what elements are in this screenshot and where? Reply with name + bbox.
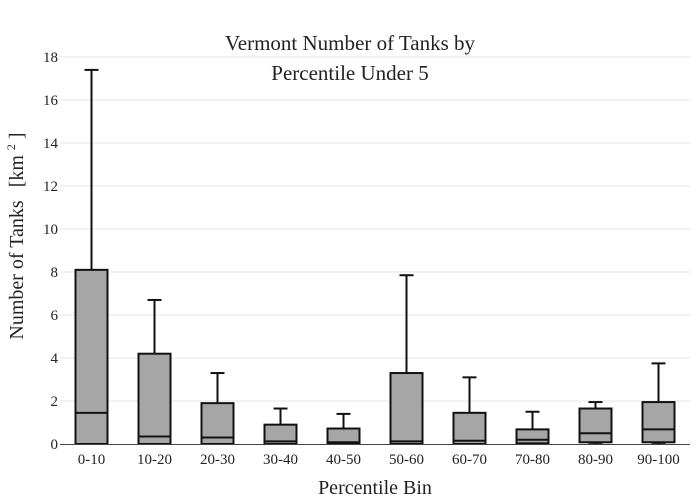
y-axis-label-unit-open: [km [6,155,28,188]
x-tick-label: 70-80 [515,452,550,468]
y-tick-label: 14 [43,136,59,152]
y-tick-label: 10 [43,222,58,238]
box-50-60 [389,274,424,445]
chart-title-line-1: Vermont Number of Tanks by [225,31,476,55]
x-tick-label: 90-100 [637,452,680,468]
chart-title-line-2: Percentile Under 5 [271,61,428,85]
iqr-box [578,407,613,444]
y-tick-label: 0 [51,437,59,453]
x-tick-label: 50-60 [389,452,424,468]
box-40-50 [326,412,361,445]
x-tick-label: 0-10 [78,452,106,468]
y-tick-label: 4 [51,351,59,367]
box-80-90 [578,401,613,445]
x-tick-label: 40-50 [326,452,361,468]
box-70-80 [515,410,550,445]
iqr-box [641,401,676,444]
x-tick-label: 80-90 [578,452,613,468]
box-30-40 [263,407,298,445]
y-axis-label-text: Number of Tanks [6,200,28,340]
x-tick-label: 30-40 [263,452,298,468]
y-tick-label: 18 [43,50,58,66]
box-90-100 [641,362,676,445]
box-10-20 [137,298,172,446]
y-axis-label-unit-close: ] [6,132,28,139]
box-20-30 [200,372,235,445]
y-tick-label: 16 [43,93,59,109]
iqr-box [452,411,487,446]
x-tick-label: 60-70 [452,452,487,468]
iqr-box [389,372,424,445]
label-layer: Vermont Number of Tanks by Percentile Un… [0,31,476,499]
iqr-box [515,428,550,445]
iqr-box [74,268,109,445]
iqr-box [137,352,172,446]
y-tick-label: 2 [51,394,59,410]
y-tick-label: 12 [43,179,58,195]
y-axis-label-unit-superscript: 2 [4,144,18,150]
x-axis-label: Percentile Bin [318,477,432,499]
axis-layer: 0 2 4 6 8 10 12 14 16 18 0-10 10-20 20-30 30-40 40-50 5… [43,50,690,468]
y-axis-label: Number of Tanks [km 2 ] [0,132,28,339]
box-0-10 [74,68,109,445]
box-layer [74,68,676,446]
y-tick-label: 6 [51,308,59,324]
x-tick-label: 20-30 [200,452,235,468]
x-tick-label: 10-20 [137,452,172,468]
box-60-70 [452,376,487,446]
y-tick-label: 8 [51,265,59,281]
